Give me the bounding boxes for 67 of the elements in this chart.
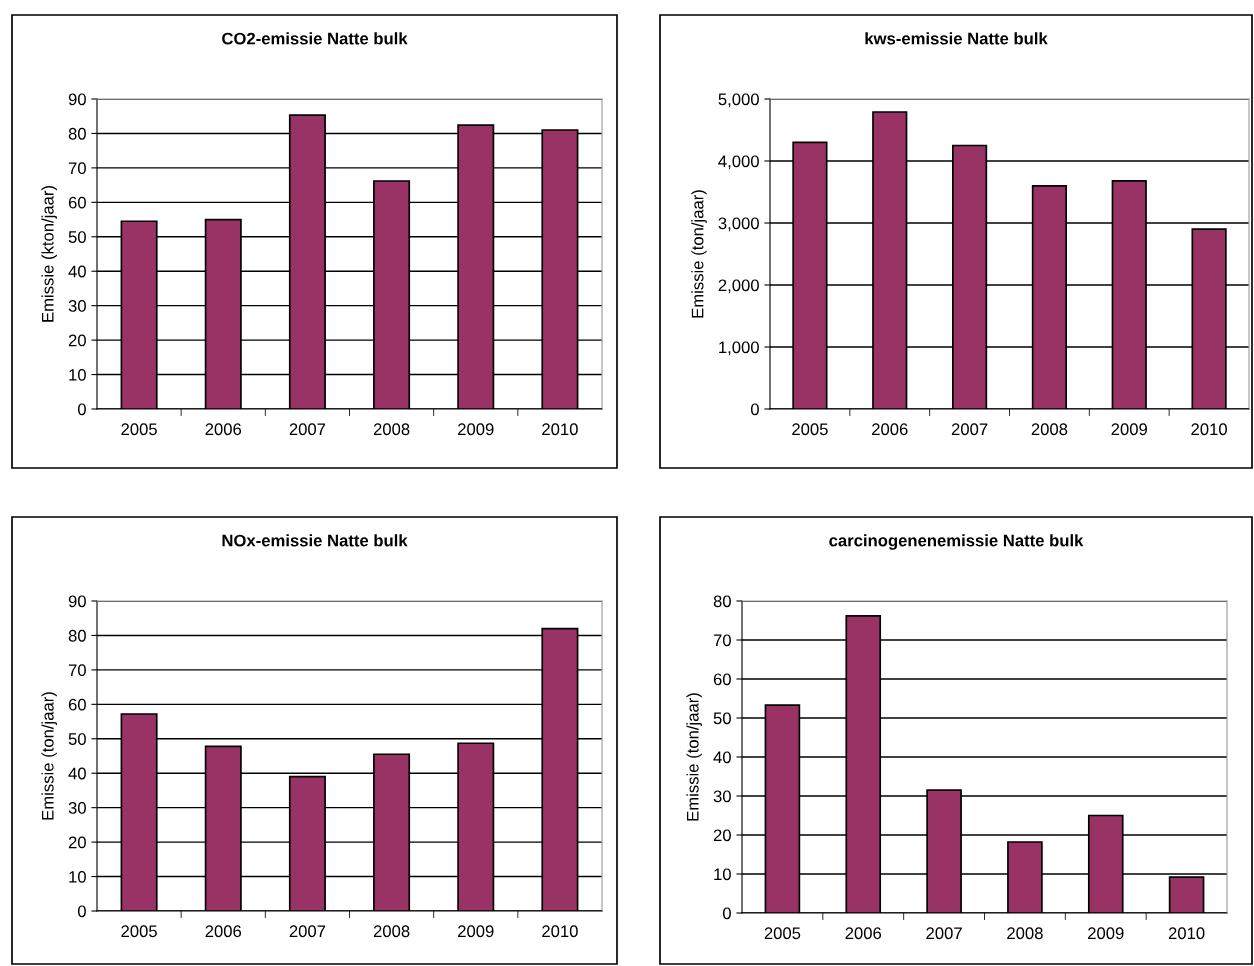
y-tick-label: 50 <box>713 712 731 725</box>
y-axis-title: Emissie (kton/jaar) <box>41 186 57 322</box>
y-axis-title: Emissie (ton/jaar) <box>41 692 57 820</box>
x-tick-label: 2006 <box>872 423 908 436</box>
y-tick-label: 60 <box>68 698 86 711</box>
x-tick-label: 2007 <box>289 423 326 436</box>
y-tick-label: 10 <box>714 868 731 881</box>
y-tick-label: 20 <box>68 334 86 347</box>
y-tick-label: 0 <box>77 905 86 918</box>
x-tick-label: 2005 <box>764 927 801 940</box>
chart-title: CO2-emissie Natte bulk <box>222 32 408 45</box>
x-tick-label: 2005 <box>121 925 157 938</box>
x-tick-label: 2005 <box>121 423 157 436</box>
y-tick-label: 80 <box>713 595 731 608</box>
x-tick-label: 2006 <box>205 423 242 436</box>
y-tick-label: 70 <box>713 634 731 647</box>
x-tick-label: 2008 <box>373 423 410 436</box>
y-tick-label: 4,000 <box>718 155 759 170</box>
chart-title: NOx-emissie Natte bulk <box>222 534 408 547</box>
x-tick-label: 2006 <box>845 927 882 940</box>
y-tick-label: 3,000 <box>718 217 759 232</box>
y-tick-label: 40 <box>713 751 731 764</box>
y-tick-label: 70 <box>68 162 86 175</box>
x-tick-label: 2007 <box>951 423 988 436</box>
x-tick-label: 2009 <box>458 925 494 938</box>
y-axis-title: Emissie (ton/jaar) <box>686 693 702 821</box>
y-tick-label: 70 <box>68 664 86 677</box>
y-tick-label: 0 <box>77 403 86 416</box>
y-tick-label: 50 <box>68 733 86 745</box>
y-tick-label: 2,000 <box>718 279 759 294</box>
x-tick-label: 2008 <box>1031 423 1068 436</box>
y-axis-title: Emissie (ton/jaar) <box>691 190 707 318</box>
x-tick-label: 2010 <box>1168 927 1205 940</box>
y-tick-label: 30 <box>713 790 731 803</box>
y-tick-label: 80 <box>68 629 86 642</box>
y-tick-label: 30 <box>68 300 86 312</box>
x-tick-label: 2006 <box>205 925 242 938</box>
y-tick-label: 1,000 <box>719 341 759 356</box>
y-tick-label: 5,000 <box>718 93 759 108</box>
x-tick-label: 2009 <box>1088 927 1124 940</box>
y-tick-label: 30 <box>68 802 86 814</box>
chart-title: kws-emissie Natte bulk <box>865 32 1048 45</box>
y-tick-label: 0 <box>722 907 731 920</box>
y-tick-label: 90 <box>68 595 86 608</box>
y-tick-label: 80 <box>68 127 86 140</box>
y-tick-label: 20 <box>713 829 731 842</box>
y-tick-label: 90 <box>68 93 86 106</box>
x-tick-label: 2005 <box>792 423 828 436</box>
x-tick-label: 2007 <box>926 927 962 940</box>
x-tick-label: 2009 <box>1111 423 1147 436</box>
x-tick-label: 2010 <box>542 925 578 938</box>
y-tick-label: 10 <box>69 870 86 883</box>
y-tick-label: 0 <box>750 403 759 416</box>
y-tick-label: 50 <box>68 231 86 243</box>
x-tick-label: 2008 <box>1007 927 1043 940</box>
x-tick-label: 2010 <box>542 423 578 436</box>
y-tick-label: 40 <box>68 265 86 278</box>
y-tick-label: 10 <box>69 368 86 381</box>
x-tick-label: 2007 <box>289 925 326 938</box>
x-tick-label: 2008 <box>373 925 410 938</box>
y-tick-label: 20 <box>68 836 86 849</box>
y-tick-label: 60 <box>713 673 731 686</box>
chart-title: carcinogenenemissie Natte bulk <box>829 534 1084 550</box>
x-tick-label: 2010 <box>1191 423 1227 436</box>
y-tick-label: 60 <box>68 196 86 209</box>
x-tick-label: 2009 <box>458 423 494 436</box>
y-tick-label: 40 <box>68 767 86 780</box>
